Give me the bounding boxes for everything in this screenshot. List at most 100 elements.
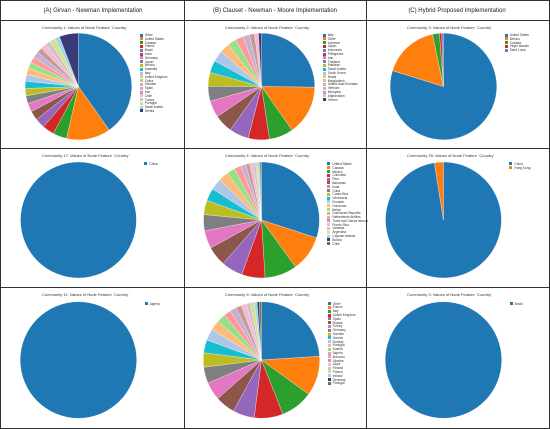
legend-item: Canada [139,41,168,45]
legend-item: Mexico [504,37,529,41]
legend-label: Algeria [149,301,160,306]
legend-label: Turkey [144,97,155,102]
legend-item: Japan [322,44,358,48]
legend-label: Spain [332,316,341,321]
legend-item: Mongolia [322,90,358,94]
legend-label: Portugal [332,381,345,386]
pie-chart [203,161,320,279]
legend-item: Vietnam [322,86,358,91]
legend-swatch [509,302,513,306]
legend-item: Indonesia [322,48,358,52]
legend-item: Germany [139,56,168,60]
legend-label: Italy [332,309,339,314]
legend-swatch [322,52,326,56]
legend-item: United Kingdom [327,313,355,317]
legend-swatch [139,41,143,45]
legend-label: Chile [144,93,153,98]
legend-swatch [504,48,508,52]
legend-swatch [327,340,331,344]
chart-panel: Community 5: Values of Node Feature `Cou… [185,288,367,428]
legend-swatch [139,98,143,102]
legend-item: Hong Kong [509,166,530,170]
legend-item: Spain [327,316,356,321]
legend-label: United States [509,33,529,38]
legend-swatch [139,67,143,71]
legend-label: France [144,44,155,49]
legend-swatch [139,79,143,83]
legend-label: Virgin Islands [509,44,529,49]
pie-slice [385,301,502,419]
legend-item: Austria [327,347,356,351]
legend-item: Other [139,33,168,37]
legend-label: Sweden [144,82,157,87]
legend-swatch [327,223,331,227]
grid-line [0,287,550,288]
legend-item: Yemen [322,98,358,102]
legend-label: Mexico [332,169,343,174]
legend-label: Belize [332,207,342,212]
grid-line [0,0,550,1]
legend-item: South Korea [322,71,358,75]
legend-swatch [504,44,508,48]
legend-swatch [139,37,143,41]
legend-swatch [139,63,143,67]
legend-item: Other [327,301,356,306]
pie-chart [20,161,137,279]
legend-swatch [327,366,331,370]
legend-label: Honduras [332,203,347,208]
legend-item: Nepal [322,75,358,79]
legend-item: United Arab Emirates [322,82,358,86]
pie-slice [20,301,137,419]
legend-item: Pakistan [322,63,358,67]
legend: Other United States Canada France Brazil Indi… [139,33,168,113]
legend-item: Serbia [139,109,168,113]
pie-slice [260,161,262,221]
chart-panel: Community 11: Values of Node Feature `Co… [2,288,184,428]
legend-label: Other [332,301,341,306]
legend-item: India [139,52,168,56]
legend-item: Thailand [322,60,358,64]
legend-label: Mexico [144,63,155,68]
legend-swatch [327,381,331,385]
chart-panel: Community 17: Values of Node Feature `Co… [2,149,184,287]
legend-swatch [322,60,326,64]
legend-swatch [139,86,143,90]
pie-chart [207,33,315,140]
legend-swatch [327,328,331,332]
legend-swatch [327,219,331,223]
legend-item: Sweden [139,82,168,87]
legend-label: Cuba [332,188,341,193]
legend-label: Jamaica [332,226,345,231]
legend: United States Canada Mexico Colombia Peru Bah… [327,162,368,246]
legend-label: Norway [332,339,344,344]
legend-label: Iran [144,90,151,95]
legend-swatch [322,33,326,37]
legend-swatch [327,355,331,359]
legend-item: Saudi Arabia [139,105,168,109]
legend-label: Serbia [144,109,154,113]
legend-label: France [332,305,343,310]
legend-item: Costa Rica [327,192,368,196]
legend-label: Bolivia [332,237,342,242]
legend-item: Chile [139,93,168,98]
pie-slice [261,301,320,361]
legend-item: United States [327,162,368,166]
chart-panel: Community 25: Values of Node Feature `Co… [367,149,549,287]
legend-swatch [504,41,508,45]
legend-swatch [327,215,331,219]
legend-label: Lebanon [327,40,341,45]
legend-item: Brazil [139,48,168,52]
chart-panel: Community 2: Values of Node Feature `Cou… [185,21,367,148]
pie-slice [20,161,137,279]
legend-item: Ecuador [327,200,368,204]
legend-label: Cayman Islands [332,234,356,239]
legend-swatch [327,162,331,166]
pie-slice [434,161,444,221]
legend-swatch [139,82,143,86]
legend-swatch [327,211,331,215]
legend-item: Russia [327,321,356,325]
legend-label: Iran [327,55,334,60]
legend-item: United Kingdom [139,75,167,79]
legend-swatch [327,230,331,234]
legend-label: Vietnam [327,86,340,91]
